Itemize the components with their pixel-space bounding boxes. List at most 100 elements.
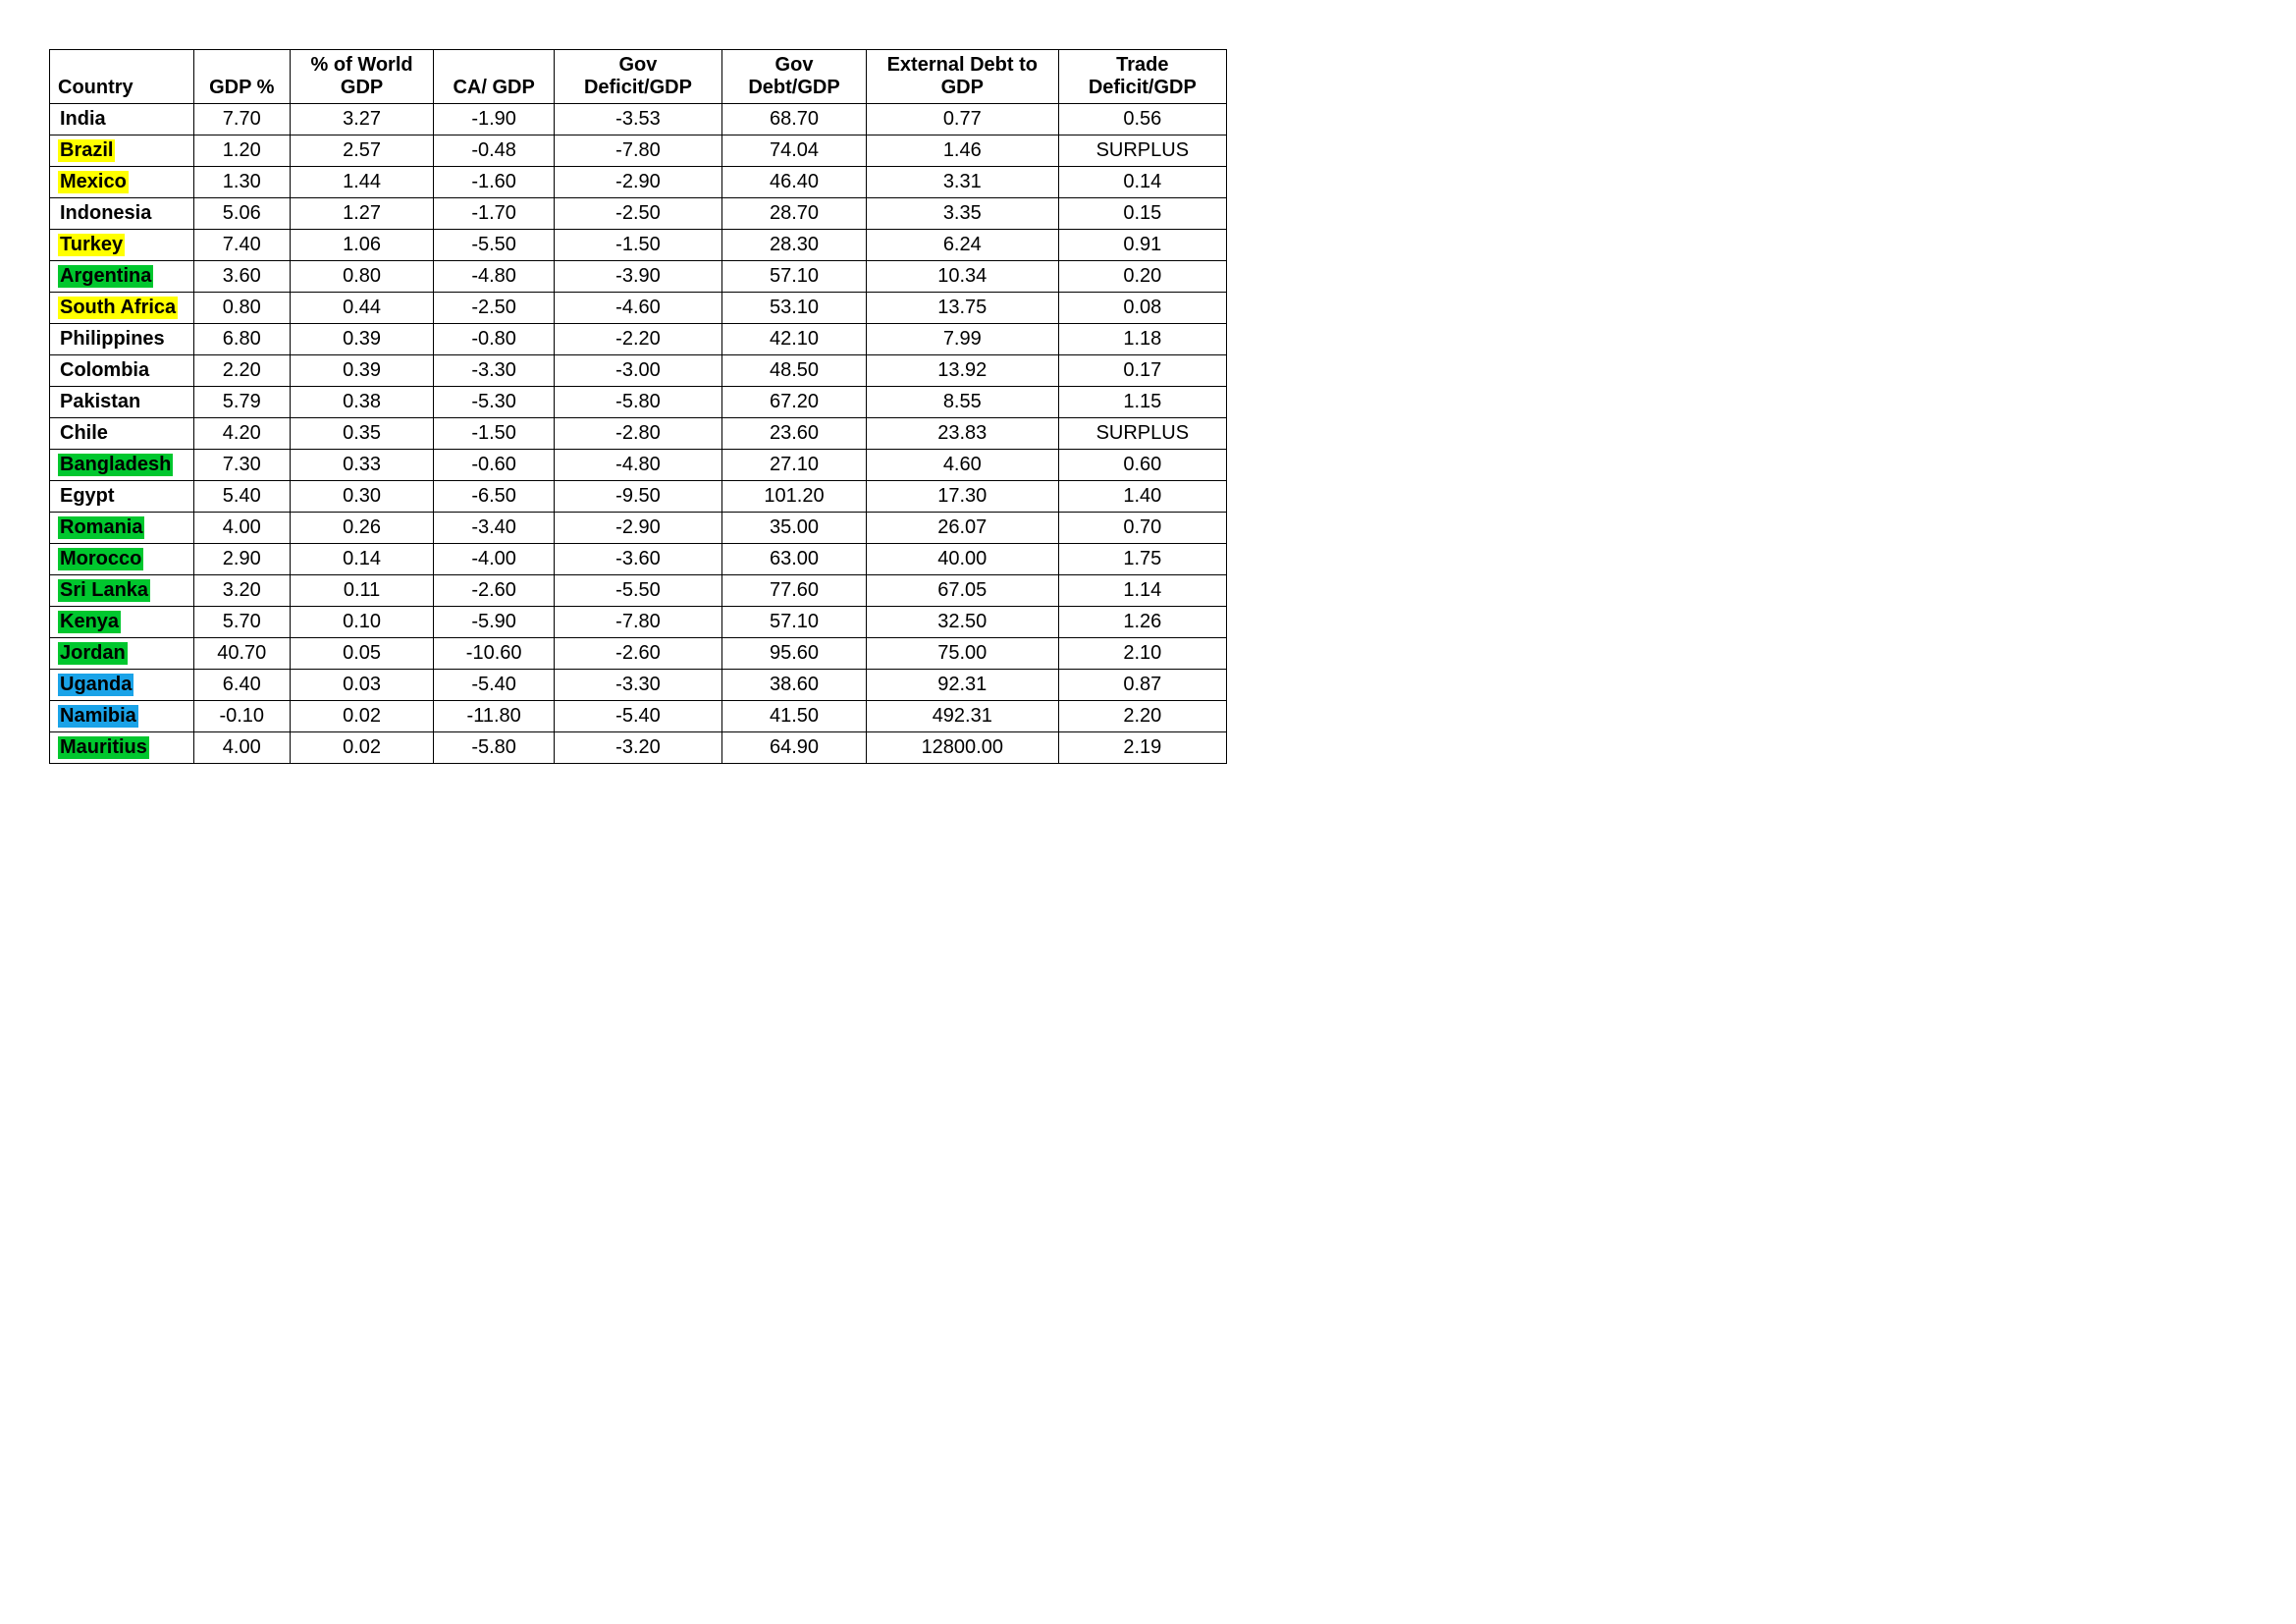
table-row: Romania4.000.26-3.40-2.9035.0026.070.70 [50, 513, 1227, 544]
cell-gov_debt: 42.10 [722, 324, 867, 355]
cell-trade_deficit: 1.18 [1058, 324, 1226, 355]
country-label: Bangladesh [58, 454, 173, 476]
table-body: India7.703.27-1.90-3.5368.700.770.56 Braz… [50, 104, 1227, 764]
country-label: Mexico [58, 171, 129, 193]
col-header-country: Country [50, 50, 194, 104]
cell-trade_deficit: 1.40 [1058, 481, 1226, 513]
cell-pct_world_gdp: 0.35 [290, 418, 434, 450]
cell-ext_debt: 13.92 [866, 355, 1058, 387]
cell-ca_gdp: -5.50 [434, 230, 554, 261]
cell-gov_deficit: -9.50 [554, 481, 721, 513]
cell-ca_gdp: -2.50 [434, 293, 554, 324]
cell-ext_debt: 40.00 [866, 544, 1058, 575]
cell-ca_gdp: -3.40 [434, 513, 554, 544]
cell-gov_debt: 35.00 [722, 513, 867, 544]
table-row: Mauritius4.000.02-5.80-3.2064.9012800.00… [50, 732, 1227, 764]
cell-pct_world_gdp: 0.33 [290, 450, 434, 481]
country-label: Sri Lanka [58, 579, 150, 602]
cell-ext_debt: 6.24 [866, 230, 1058, 261]
cell-ext_debt: 12800.00 [866, 732, 1058, 764]
cell-ext_debt: 17.30 [866, 481, 1058, 513]
cell-country: Bangladesh [50, 450, 194, 481]
cell-gdp_pct: 2.20 [193, 355, 290, 387]
cell-gov_deficit: -4.60 [554, 293, 721, 324]
cell-ca_gdp: -3.30 [434, 355, 554, 387]
cell-gov_deficit: -3.30 [554, 670, 721, 701]
table-row: Morocco2.900.14-4.00-3.6063.0040.001.75 [50, 544, 1227, 575]
cell-ext_debt: 26.07 [866, 513, 1058, 544]
country-label: Brazil [58, 139, 115, 162]
country-label: Chile [58, 422, 110, 445]
cell-ext_debt: 75.00 [866, 638, 1058, 670]
cell-ca_gdp: -0.48 [434, 135, 554, 167]
cell-ext_debt: 67.05 [866, 575, 1058, 607]
cell-ca_gdp: -1.70 [434, 198, 554, 230]
cell-gov_debt: 23.60 [722, 418, 867, 450]
cell-trade_deficit: 0.91 [1058, 230, 1226, 261]
cell-pct_world_gdp: 0.38 [290, 387, 434, 418]
country-label: Argentina [58, 265, 153, 288]
cell-trade_deficit: 0.60 [1058, 450, 1226, 481]
country-label: Philippines [58, 328, 167, 351]
cell-pct_world_gdp: 0.02 [290, 701, 434, 732]
country-label: Namibia [58, 705, 138, 728]
cell-gov_debt: 48.50 [722, 355, 867, 387]
cell-country: Namibia [50, 701, 194, 732]
cell-gov_debt: 38.60 [722, 670, 867, 701]
cell-gov_debt: 74.04 [722, 135, 867, 167]
cell-country: Colombia [50, 355, 194, 387]
cell-pct_world_gdp: 0.44 [290, 293, 434, 324]
table-row: Bangladesh7.300.33-0.60-4.8027.104.600.6… [50, 450, 1227, 481]
country-label: India [58, 108, 108, 131]
cell-gov_debt: 77.60 [722, 575, 867, 607]
cell-gov_deficit: -7.80 [554, 607, 721, 638]
cell-gov_debt: 46.40 [722, 167, 867, 198]
cell-gdp_pct: 40.70 [193, 638, 290, 670]
cell-country: Mexico [50, 167, 194, 198]
economic-indicators-table: CountryGDP %% of World GDPCA/ GDPGov Def… [49, 49, 1227, 764]
table-row: Mexico1.301.44-1.60-2.9046.403.310.14 [50, 167, 1227, 198]
cell-ext_debt: 3.35 [866, 198, 1058, 230]
col-header-ext_debt: External Debt to GDP [866, 50, 1058, 104]
cell-trade_deficit: 0.87 [1058, 670, 1226, 701]
cell-gov_deficit: -2.60 [554, 638, 721, 670]
cell-trade_deficit: 1.15 [1058, 387, 1226, 418]
table-row: Egypt5.400.30-6.50-9.50101.2017.301.40 [50, 481, 1227, 513]
cell-gdp_pct: 0.80 [193, 293, 290, 324]
cell-ca_gdp: -1.90 [434, 104, 554, 135]
cell-gov_deficit: -3.20 [554, 732, 721, 764]
cell-gov_debt: 57.10 [722, 261, 867, 293]
table-row: Uganda6.400.03-5.40-3.3038.6092.310.87 [50, 670, 1227, 701]
cell-country: India [50, 104, 194, 135]
table-row: India7.703.27-1.90-3.5368.700.770.56 [50, 104, 1227, 135]
cell-pct_world_gdp: 1.06 [290, 230, 434, 261]
cell-trade_deficit: 1.14 [1058, 575, 1226, 607]
country-label: Morocco [58, 548, 143, 570]
cell-gov_deficit: -2.20 [554, 324, 721, 355]
cell-country: Philippines [50, 324, 194, 355]
cell-country: Pakistan [50, 387, 194, 418]
cell-country: Romania [50, 513, 194, 544]
cell-gdp_pct: 1.20 [193, 135, 290, 167]
cell-pct_world_gdp: 0.26 [290, 513, 434, 544]
cell-pct_world_gdp: 0.30 [290, 481, 434, 513]
cell-pct_world_gdp: 0.80 [290, 261, 434, 293]
cell-pct_world_gdp: 0.10 [290, 607, 434, 638]
cell-country: Morocco [50, 544, 194, 575]
cell-country: Egypt [50, 481, 194, 513]
cell-gdp_pct: 7.30 [193, 450, 290, 481]
country-label: Uganda [58, 674, 133, 696]
cell-gdp_pct: 4.00 [193, 513, 290, 544]
cell-ca_gdp: -5.90 [434, 607, 554, 638]
cell-ext_debt: 10.34 [866, 261, 1058, 293]
cell-ext_debt: 13.75 [866, 293, 1058, 324]
cell-gdp_pct: 4.00 [193, 732, 290, 764]
table-row: Namibia-0.100.02-11.80-5.4041.50492.312.… [50, 701, 1227, 732]
cell-gov_deficit: -4.80 [554, 450, 721, 481]
table-row: Chile4.200.35-1.50-2.8023.6023.83SURPLUS [50, 418, 1227, 450]
country-label: Jordan [58, 642, 128, 665]
cell-gdp_pct: 7.40 [193, 230, 290, 261]
cell-gdp_pct: 4.20 [193, 418, 290, 450]
table-header: CountryGDP %% of World GDPCA/ GDPGov Def… [50, 50, 1227, 104]
cell-gov_debt: 53.10 [722, 293, 867, 324]
